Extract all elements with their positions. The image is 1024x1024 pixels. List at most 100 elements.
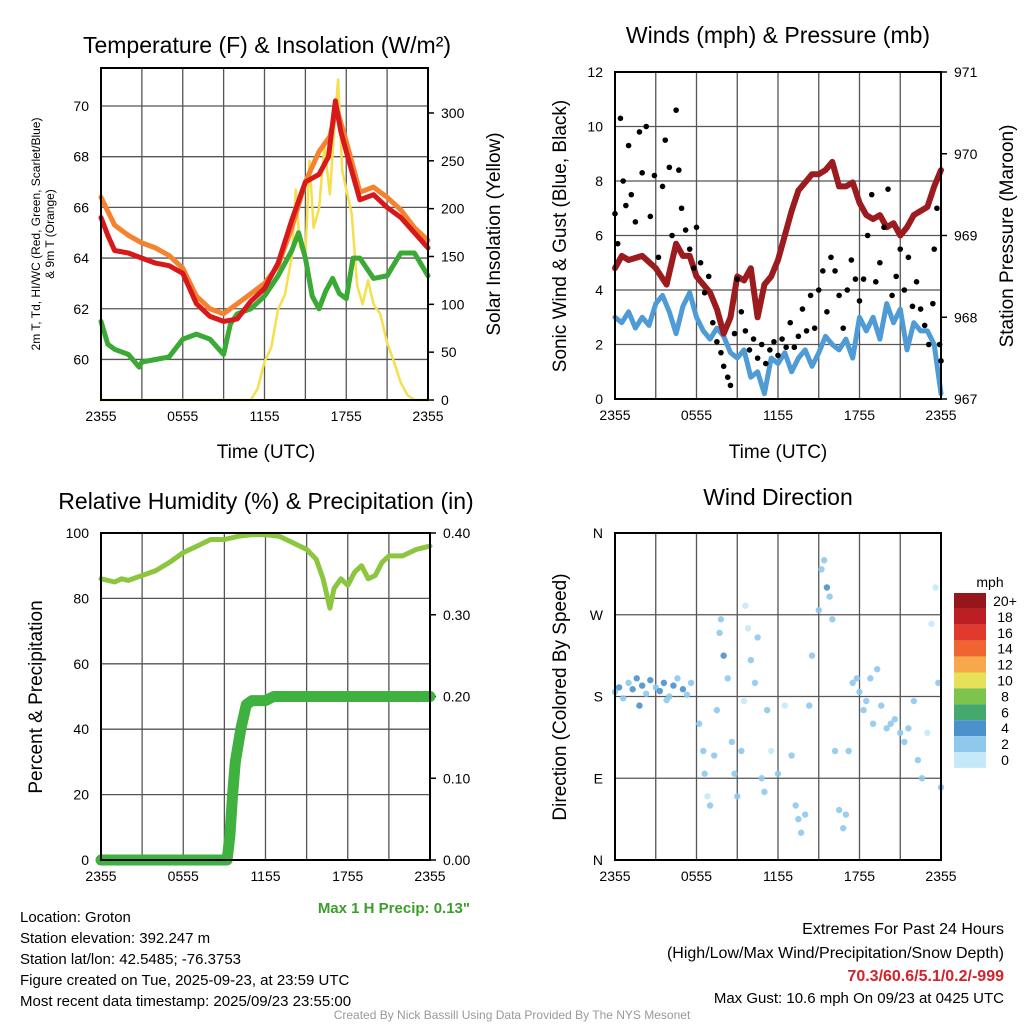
- wind-direction-point: [869, 720, 877, 727]
- x-tick-label: 0555: [681, 407, 712, 423]
- wind-direction-point: [897, 729, 904, 737]
- gust-point: [824, 309, 830, 315]
- gust-point: [705, 273, 712, 280]
- gust-point: [901, 287, 908, 293]
- gust-point: [917, 306, 924, 312]
- temperature-title: Temperature (F) & Insolation (W/m²): [83, 32, 451, 58]
- gust-point: [746, 347, 753, 353]
- x-tick-label: 1755: [332, 868, 363, 884]
- x-tick-label: 1155: [763, 868, 793, 884]
- wind-direction-point: [731, 770, 738, 777]
- wind-direction-point: [763, 706, 771, 714]
- gust-point: [632, 219, 639, 225]
- gust-point: [844, 287, 851, 293]
- gust-point: [848, 257, 855, 263]
- extremes-block: Extremes For Past 24 Hours (High/Low/Max…: [667, 921, 1004, 1007]
- wind-direction-point: [656, 687, 664, 695]
- gust-point: [897, 246, 904, 252]
- wind-direction-point: [700, 747, 707, 755]
- gust-point: [775, 352, 781, 359]
- wind-direction-point: [710, 752, 718, 759]
- gust-point: [639, 170, 645, 176]
- wind-direction-point: [643, 690, 650, 697]
- recent-data-text: Most recent data timestamp: 2025/09/23 2…: [20, 993, 351, 1010]
- x-tick-label: 1155: [763, 407, 793, 423]
- wind-direction-point: [863, 697, 870, 705]
- wind-direction-point: [823, 584, 831, 591]
- y-tick-label: W: [590, 607, 604, 623]
- colorbar-label: 0: [1001, 752, 1009, 768]
- y-tick-label: 68: [73, 149, 89, 165]
- y2-tick-label: 0.20: [443, 689, 470, 705]
- gust-point: [636, 129, 643, 135]
- colorbar-swatch: [954, 704, 986, 721]
- wind-direction-point: [633, 675, 640, 682]
- y2-tick-label: 969: [954, 228, 978, 244]
- relative-humidity-line: [98, 532, 433, 611]
- wind-direction-point: [738, 747, 745, 755]
- wind-direction-panel: Wind Direction Direction (Colored By Spe…: [550, 484, 1017, 884]
- wind-direction-point: [849, 679, 856, 687]
- wind-direction-point: [856, 688, 863, 696]
- colorbar-swatch: [954, 593, 986, 609]
- gust-point: [758, 341, 765, 348]
- y-tick-label: 6: [595, 228, 603, 244]
- gust-point: [771, 338, 777, 345]
- colorbar-swatch: [954, 736, 986, 752]
- y2-tick-label: 250: [441, 153, 465, 169]
- colorbar-swatch: [954, 720, 986, 737]
- colorbar-label: 8: [1001, 688, 1009, 704]
- plot-frame: [614, 532, 942, 861]
- wind-direction-point: [820, 557, 828, 564]
- gust-point: [669, 232, 675, 239]
- wind-direction-point: [720, 652, 727, 659]
- wind-direction-point: [835, 806, 843, 814]
- x-tick-label: 1155: [250, 868, 280, 884]
- wind-direction-point: [788, 752, 795, 759]
- wind-direction-point: [716, 629, 723, 637]
- wind-direction-point: [761, 788, 768, 796]
- y2-tick-label: 100: [441, 296, 465, 312]
- gust-point: [666, 164, 673, 171]
- gust-point: [762, 360, 769, 367]
- wind-direction-point: [768, 747, 775, 755]
- gust-point: [791, 344, 798, 351]
- colorbar-label: 6: [1001, 704, 1009, 720]
- x-tick-label: 2355: [412, 408, 443, 424]
- wind-direction-point: [842, 811, 850, 818]
- location-text: Location: Groton: [20, 909, 131, 926]
- gust-point: [905, 254, 912, 261]
- wind-direction-point: [935, 679, 942, 687]
- wind-direction-point: [867, 675, 874, 682]
- y2-tick-label: 0.00: [443, 852, 470, 868]
- gust-point: [856, 298, 863, 304]
- temperature-xlabel: Time (UTC): [217, 442, 316, 463]
- station-info: Location: Groton Station elevation: 392.…: [20, 909, 351, 1010]
- y-tick-label: 60: [73, 351, 89, 367]
- gust-point: [885, 186, 891, 192]
- sonic-wind-line: [612, 290, 944, 397]
- colorbar-swatch: [954, 688, 986, 705]
- colorbar-swatch: [954, 608, 986, 625]
- wind-direction-point: [829, 616, 836, 623]
- gust-point: [734, 276, 741, 282]
- gust-point: [690, 265, 697, 272]
- wind-direction-point: [728, 738, 736, 746]
- wind-direction-point: [891, 716, 899, 723]
- gust-point: [783, 344, 789, 351]
- colorbar-swatch: [954, 672, 986, 689]
- y-tick-label: 100: [66, 525, 90, 541]
- wind-direction-point: [647, 676, 654, 684]
- wind-direction-point: [683, 691, 691, 698]
- gust-point: [750, 336, 757, 342]
- gust-point: [820, 268, 826, 274]
- gust-point: [710, 319, 716, 326]
- colorbar-label: 14: [997, 641, 1013, 657]
- gust-point: [799, 306, 806, 312]
- wind-direction-point: [660, 679, 668, 687]
- wind-direction-point: [924, 729, 931, 737]
- wind-direction-title: Wind Direction: [703, 484, 853, 510]
- wind-direction-point: [883, 725, 890, 732]
- gust-point: [877, 259, 883, 266]
